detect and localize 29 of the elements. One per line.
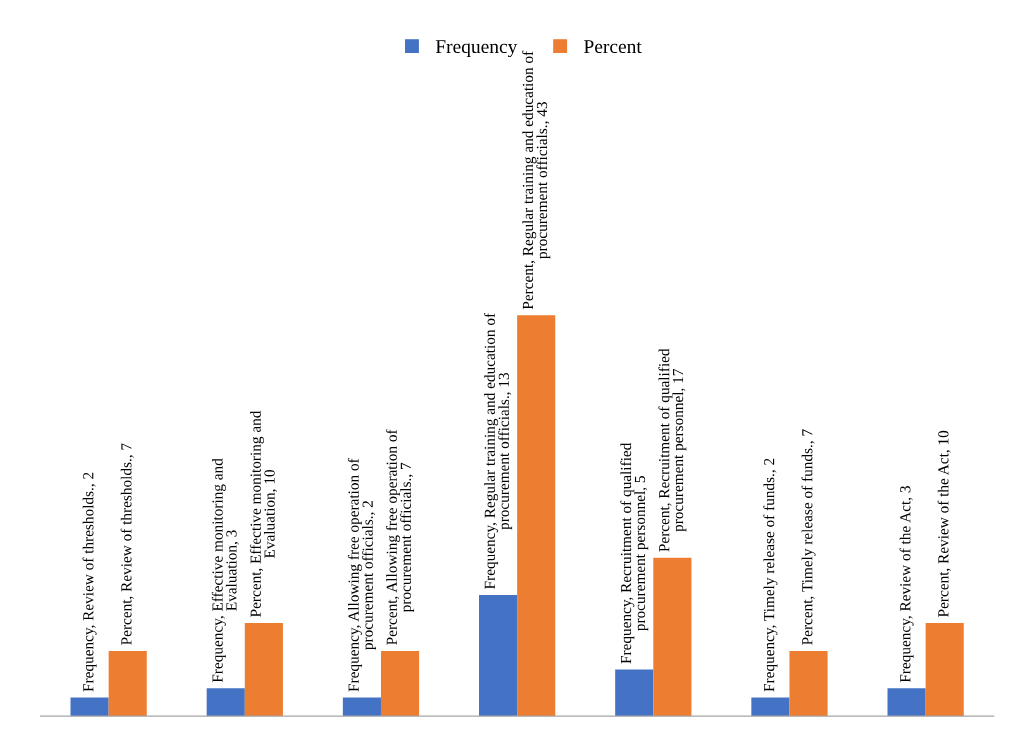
legend-label: Percent	[584, 40, 642, 54]
bar	[380, 650, 420, 717]
bar	[887, 688, 926, 717]
bar	[653, 557, 692, 717]
bar	[615, 669, 654, 717]
bar	[517, 315, 556, 717]
bar	[108, 650, 147, 717]
bar	[206, 688, 245, 717]
data-label: Frequency, Timely release of funds., 2	[763, 458, 778, 692]
legend-label: Frequency	[435, 40, 518, 58]
data-label: Percent, Review of thresholds., 7	[120, 443, 134, 645]
data-label: Percent, Regular training and education of procurement officials., 43	[522, 50, 551, 310]
data-label: Frequency, Review of thresholds., 2	[82, 472, 97, 692]
data-label: Frequency, Effective monitoring and Evaluation, 3	[211, 458, 239, 683]
bar	[789, 650, 828, 717]
data-label: Percent, Review of the Act, 10	[937, 430, 951, 617]
data-label: Percent, Recruitment of qualified procurement personnel, 17	[658, 348, 687, 552]
data-label: Frequency, Recruitment of qualified procurement personnel, 5	[620, 442, 649, 664]
bar	[479, 594, 518, 717]
bar	[244, 622, 283, 717]
bar	[70, 697, 109, 717]
data-label: Percent, Timely release of funds., 7	[801, 429, 816, 645]
bar	[751, 697, 790, 717]
data-label: Percent, Effective monitoring and Evaluation, 10	[249, 410, 277, 617]
bar	[925, 622, 964, 717]
data-label: Frequency, Review of the Act, 3	[899, 486, 914, 683]
bar	[342, 697, 381, 717]
data-label: Frequency, Regular training and education of procurement officials., 13	[484, 312, 513, 589]
data-label: Frequency, Allowing free operation of procurement officials., 2	[347, 458, 376, 692]
